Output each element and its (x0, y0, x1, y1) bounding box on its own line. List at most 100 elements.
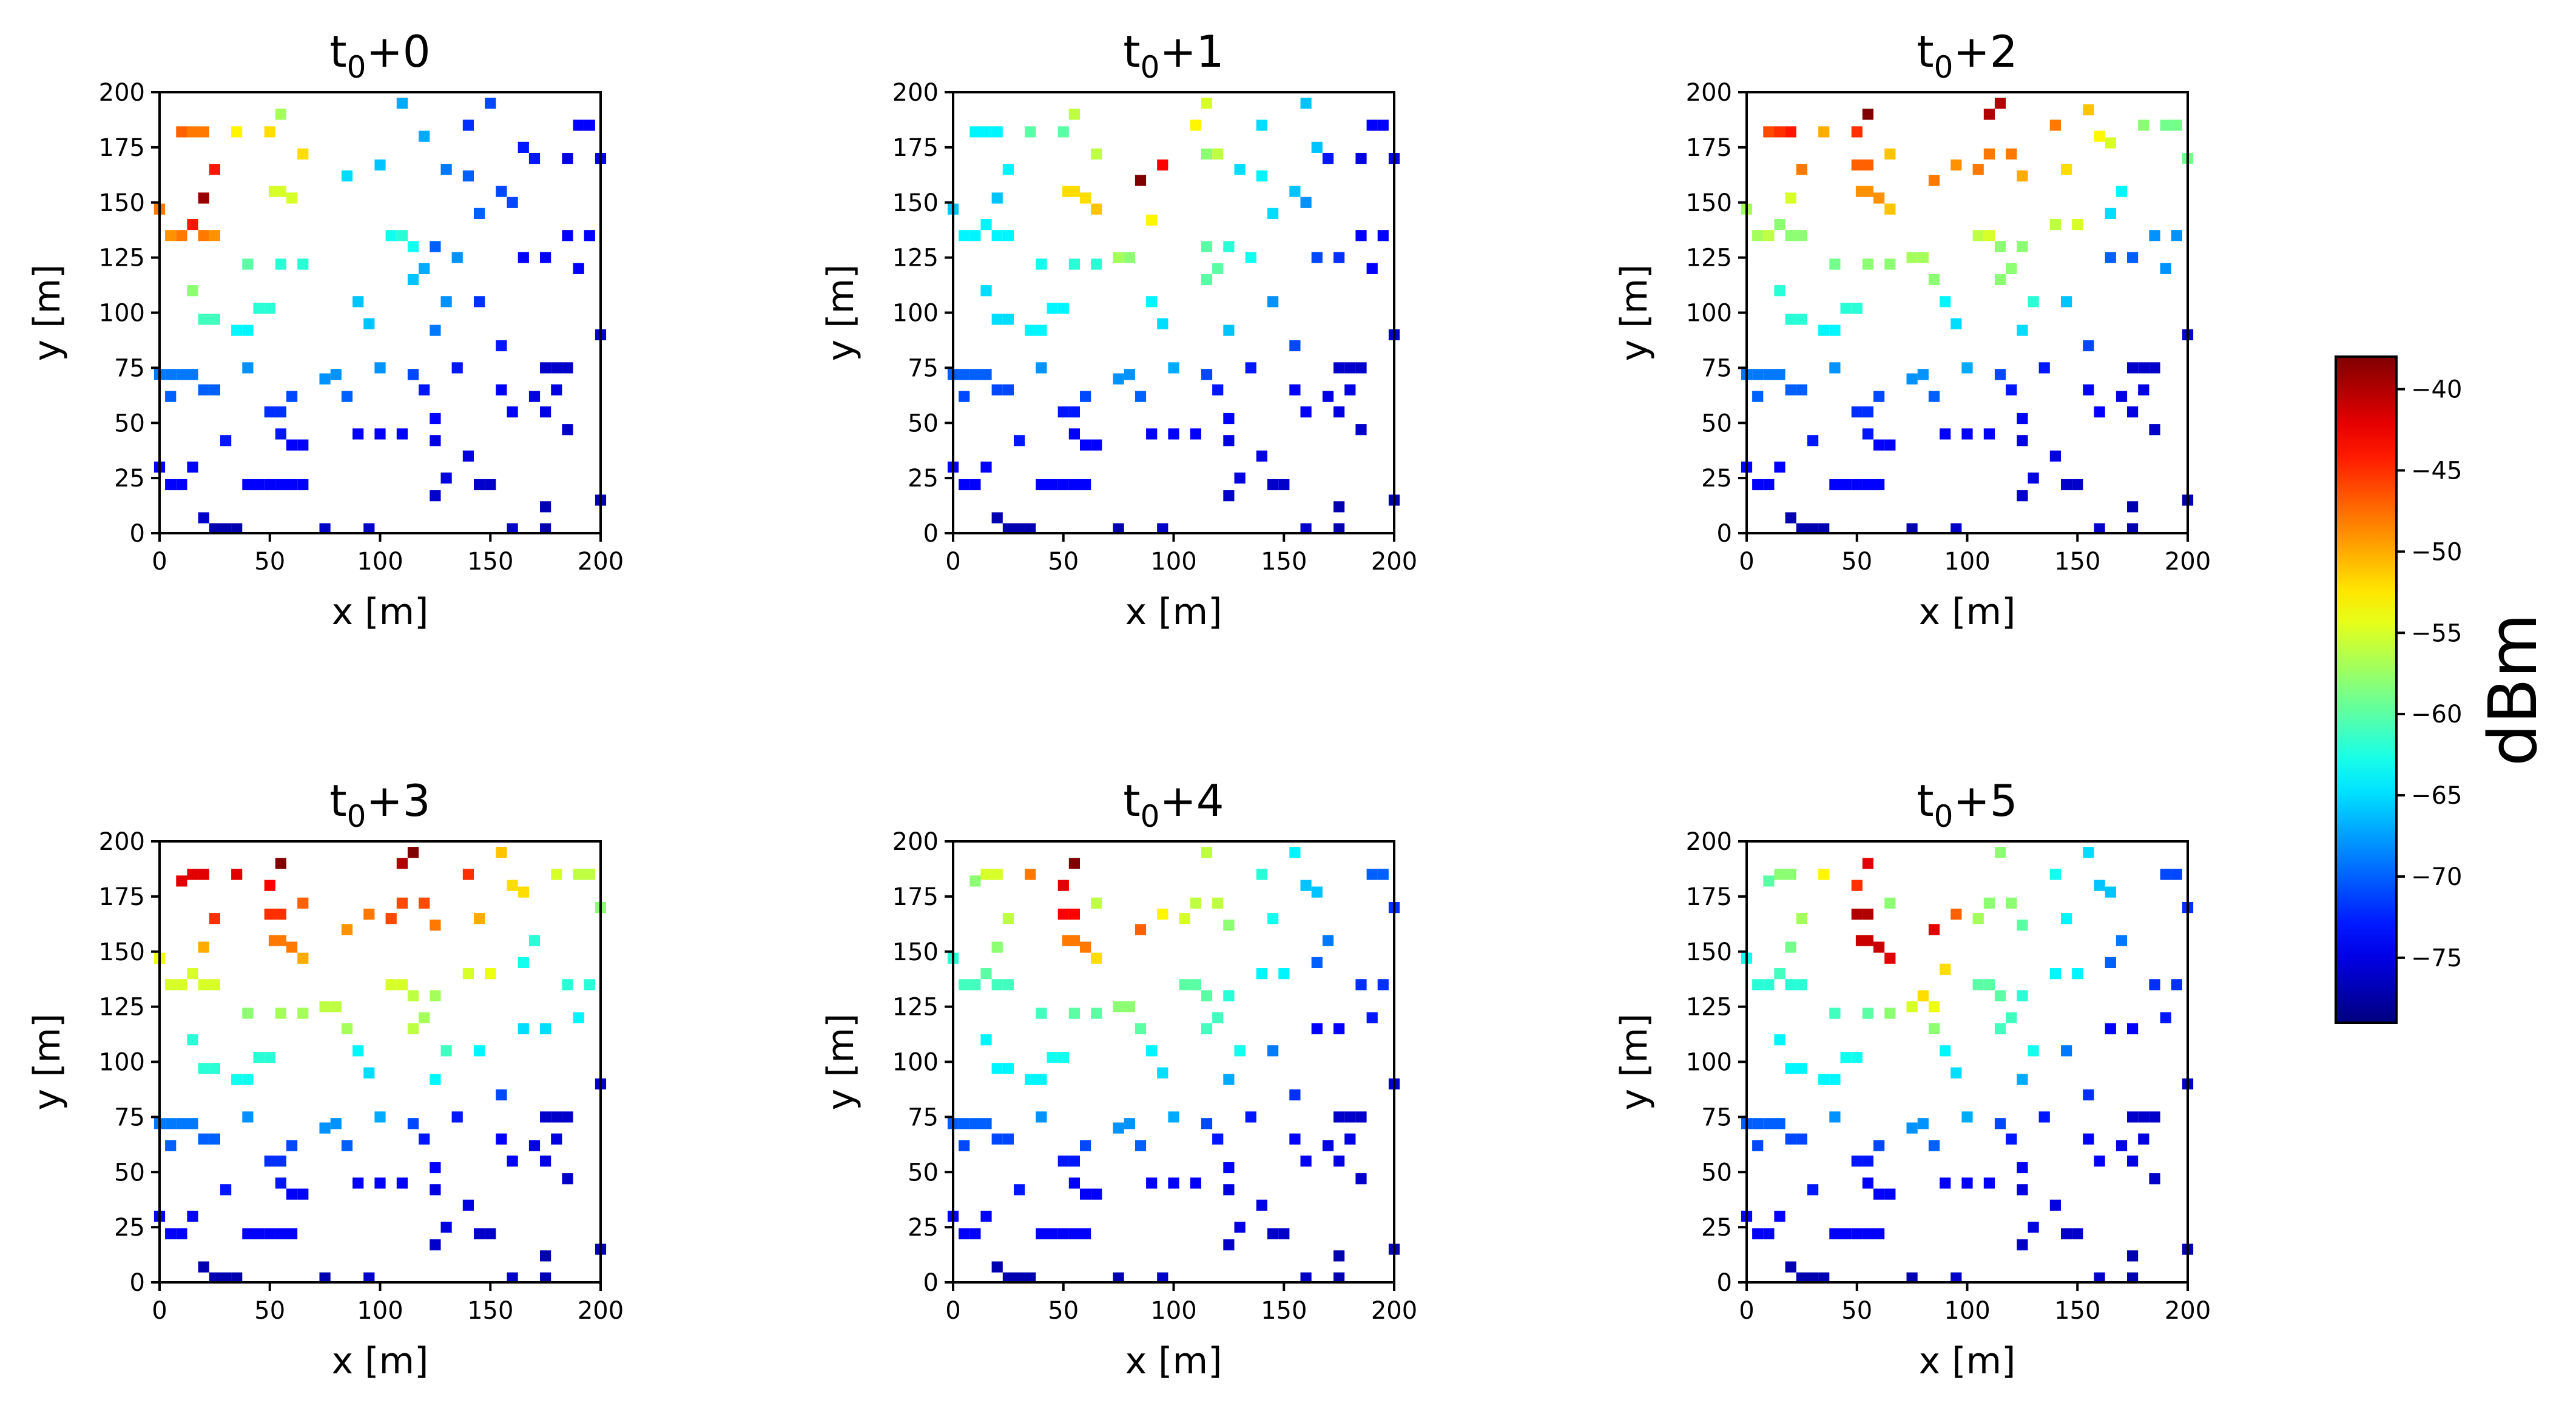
heatmap-cell (1785, 230, 1796, 241)
heatmap-cell (1355, 1111, 1367, 1123)
heatmap-cell (1763, 126, 1775, 138)
heatmap-cell (528, 935, 541, 946)
heatmap-cell (419, 263, 430, 274)
x-axis-label: x [m] (1919, 591, 2016, 633)
y-tick-label: 50 (908, 1159, 939, 1186)
heatmap-cells (153, 98, 607, 534)
heatmap-cell (1377, 230, 1389, 241)
heatmap-cell (253, 1052, 265, 1063)
heatmap-cell (187, 285, 198, 297)
heatmap-cell (1025, 126, 1036, 138)
panel-title-suffix: +1 (1159, 26, 1224, 77)
heatmap-cell (1311, 957, 1323, 968)
heatmap-cell (1983, 979, 1995, 991)
heatmap-cell (551, 1133, 562, 1145)
heatmap-cell (2017, 1239, 2028, 1251)
y-tick-label: 200 (892, 79, 939, 107)
colorbar-tick-label: −70 (2411, 863, 2462, 891)
heatmap-cell (969, 369, 981, 380)
heatmap-cell (1091, 148, 1102, 160)
heatmap-cell (1157, 159, 1168, 171)
heatmap-cell (1994, 241, 2006, 252)
heatmap-cell (1080, 391, 1091, 402)
heatmap-cell (2094, 523, 2105, 534)
panel-title-base: t (329, 775, 346, 826)
y-tick-label: 50 (114, 1159, 145, 1186)
heatmap-cell (1818, 1074, 1830, 1085)
heatmap-cell (242, 1008, 254, 1019)
heatmap-cell (2105, 1023, 2116, 1035)
heatmap-cell (1080, 1140, 1091, 1151)
heatmap-cell (275, 109, 286, 120)
heatmap-cell (1796, 1133, 1807, 1145)
heatmap-cell (1334, 1156, 1345, 1167)
panel-title-subscript: 0 (1934, 799, 1954, 834)
heatmap-cell (2105, 957, 2116, 968)
heatmap-cell (518, 886, 529, 898)
heatmap-cell (1994, 369, 2006, 380)
heatmap-cell (1223, 435, 1235, 446)
heatmap-cell (209, 979, 220, 991)
heatmap-cell (1289, 186, 1301, 197)
heatmap-cell (1201, 990, 1213, 1001)
heatmap-cell (1906, 1272, 1918, 1284)
heatmap-cell (540, 362, 551, 374)
heatmap-cell (319, 1122, 331, 1134)
heatmap-cell (165, 479, 177, 491)
heatmap-cell (1068, 935, 1080, 946)
heatmap-cell (1002, 384, 1014, 395)
heatmap-cell (264, 479, 275, 491)
heatmap-cell (231, 325, 243, 336)
heatmap-cell (1818, 869, 1830, 880)
heatmap-cell (1322, 1140, 1334, 1151)
y-tick-label: 200 (1686, 79, 1732, 107)
heatmap-cell (584, 119, 595, 131)
heatmap-cell (1047, 303, 1058, 314)
heatmap-cell (231, 126, 243, 138)
heatmap-cell (1763, 479, 1775, 491)
x-tick-label: 0 (152, 1297, 167, 1325)
heatmap-cell (198, 230, 209, 241)
x-tick-label: 150 (1261, 548, 1307, 576)
heatmap-cell (2138, 1111, 2149, 1123)
heatmap-cell (507, 1156, 518, 1167)
heatmap-cell (1334, 1250, 1345, 1262)
heatmap-cell (518, 1023, 529, 1035)
heatmap-cell (198, 512, 209, 523)
heatmap-cell (562, 1111, 573, 1123)
heatmap-cell (1906, 523, 1918, 534)
heatmap-cell (474, 913, 485, 924)
heatmap-cell (1278, 1228, 1290, 1240)
y-tick-label: 50 (1701, 409, 1732, 437)
x-tick-label: 100 (1944, 548, 1990, 576)
heatmap-cell (407, 1023, 419, 1035)
y-tick-label: 50 (908, 409, 939, 437)
heatmap-cell (507, 406, 518, 418)
heatmap-cell (1796, 1272, 1807, 1284)
heatmap-cell (396, 230, 408, 241)
heatmap-cell (551, 1111, 562, 1123)
heatmap-cell (1873, 941, 1885, 953)
heatmap-cell (1300, 406, 1312, 418)
heatmap-cell (2083, 1089, 2094, 1101)
heatmap-cell (980, 219, 992, 231)
heatmap-cell (1807, 1272, 1819, 1284)
heatmap-cell (1157, 1272, 1168, 1284)
heatmap-cell (1906, 373, 1918, 385)
heatmap-cell (2149, 1111, 2160, 1123)
heatmap-cell (540, 406, 551, 418)
heatmap-cell (2149, 424, 2160, 436)
heatmap-cell (1025, 325, 1036, 336)
heatmap-cell (584, 869, 595, 880)
heatmap-cell (2072, 968, 2083, 980)
y-tick-label: 25 (114, 1214, 145, 1242)
heatmap-cell (1002, 1272, 1014, 1284)
heatmap-cell (1774, 1118, 1785, 1129)
heatmap-cell (562, 153, 573, 164)
heatmap-cell (2006, 1012, 2017, 1023)
heatmap-cell (2127, 1023, 2139, 1035)
x-tick-label: 100 (357, 1297, 403, 1325)
heatmap-cell (2160, 869, 2171, 880)
y-tick-label: 200 (892, 828, 939, 856)
heatmap-cell (286, 479, 298, 491)
